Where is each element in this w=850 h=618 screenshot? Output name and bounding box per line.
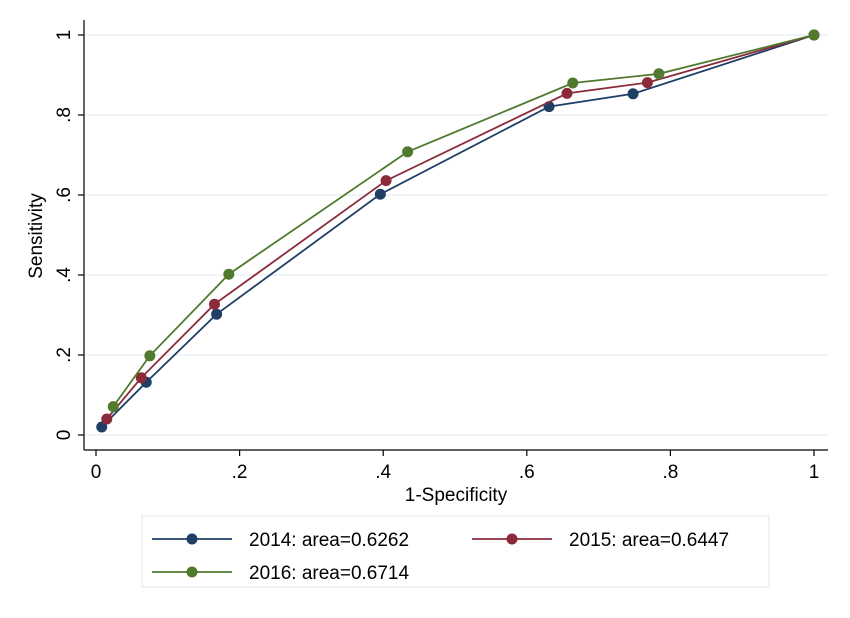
data-point [144, 350, 156, 362]
y-tick-label: .2 [54, 347, 75, 363]
data-point [374, 188, 386, 200]
legend-swatch-marker [186, 533, 198, 545]
data-point [402, 146, 414, 158]
data-point [208, 298, 220, 310]
data-point [653, 68, 665, 80]
data-point [96, 421, 108, 433]
data-point [808, 29, 820, 41]
data-point [101, 413, 113, 425]
x-tick-label: .6 [519, 462, 535, 483]
data-point [627, 88, 639, 100]
legend-box [141, 515, 770, 588]
legend-swatch-marker [186, 566, 198, 578]
series-line [112, 34, 815, 408]
legend-label: 2016: area=0.6714 [249, 563, 409, 584]
legend-label: 2014: area=0.6262 [249, 530, 409, 551]
x-tick-label: .2 [232, 462, 248, 483]
x-axis-title: 1-Specificity [405, 485, 508, 506]
legend-swatch-marker [506, 533, 518, 545]
series-2 [107, 29, 820, 413]
legend-item-1: 2015: area=0.6447 [472, 530, 729, 551]
x-tick-label: 1 [809, 462, 820, 483]
series-line [101, 34, 815, 428]
series-line [106, 34, 815, 420]
legend: 2014: area=0.6262 2015: area=0.6447 2016: … [152, 530, 729, 584]
y-tick-label: .6 [54, 187, 75, 203]
legend-item-2: 2016: area=0.6714 [152, 563, 409, 584]
data-point [561, 87, 573, 99]
data-point [107, 401, 119, 413]
data-point [223, 268, 235, 280]
legend-item-0: 2014: area=0.6262 [152, 530, 409, 551]
y-tick-label: .8 [54, 107, 75, 123]
series-1 [101, 29, 820, 425]
y-tick-label: 0 [54, 430, 75, 441]
y-tick-label: 1 [54, 30, 75, 41]
x-tick-label: .8 [662, 462, 678, 483]
series-0 [96, 29, 820, 433]
y-tick-label: .4 [54, 267, 75, 283]
data-point [211, 308, 223, 320]
data-point [135, 372, 147, 384]
legend-label: 2015: area=0.6447 [569, 530, 729, 551]
x-tick-label: .4 [375, 462, 391, 483]
y-axis-title: Sensitivity [26, 193, 47, 279]
series-layer [96, 29, 820, 433]
y-axis-ticks: 0 .2 .4 .6 .8 1 [54, 30, 84, 441]
gridlines [84, 34, 828, 436]
x-tick-label: 0 [91, 462, 102, 483]
x-axis-ticks: 0 .2 .4 .6 .8 1 [91, 450, 820, 483]
data-point [380, 175, 392, 187]
data-point [567, 77, 579, 89]
data-point [641, 77, 653, 89]
